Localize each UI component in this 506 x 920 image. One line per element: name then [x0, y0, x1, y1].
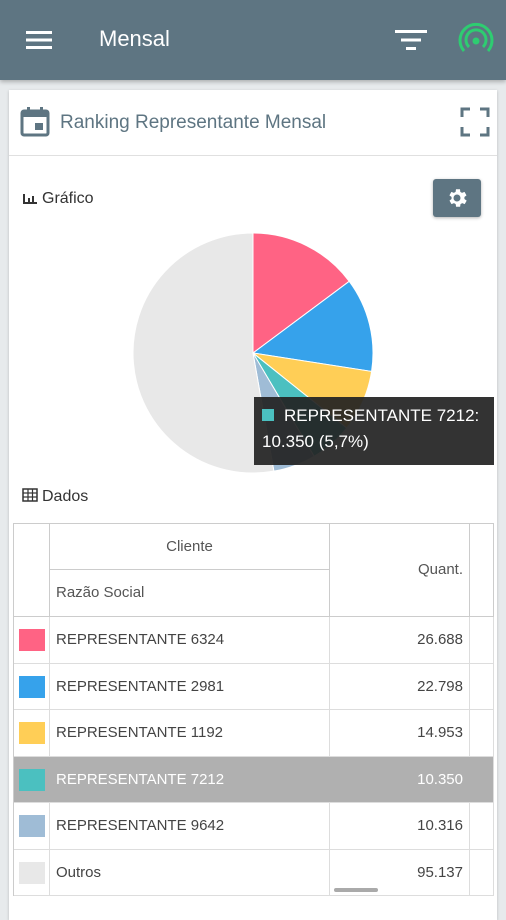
page-title: Mensal: [99, 26, 170, 51]
color-cell: [14, 756, 50, 802]
table-row[interactable]: REPRESENTANTE 2981 22.798: [14, 663, 494, 710]
row-end-cell: [470, 803, 494, 849]
table-row[interactable]: Outros 95.137: [14, 849, 494, 896]
row-value: 26.688: [330, 617, 470, 663]
gear-icon: [449, 189, 467, 207]
pie-slice-representante-2981[interactable]: [251, 280, 373, 373]
header-cliente[interactable]: Cliente: [50, 524, 330, 570]
color-cell: [14, 663, 50, 709]
row-end-cell: [470, 849, 494, 895]
chart-tooltip: REPRESENTANTE 7212: 10.350 (5,7%): [254, 397, 494, 465]
row-name: REPRESENTANTE 9642: [50, 803, 330, 849]
filter-icon[interactable]: [392, 24, 430, 56]
table-row[interactable]: REPRESENTANTE 1192 14.953: [14, 710, 494, 757]
pie-slice-outros[interactable]: [133, 233, 275, 473]
color-cell: [14, 803, 50, 849]
chart-settings-button[interactable]: [433, 179, 481, 217]
color-swatch: [19, 768, 45, 791]
row-end-cell: [470, 710, 494, 756]
scroll-indicator[interactable]: [334, 888, 378, 892]
row-name: REPRESENTANTE 7212: [50, 756, 330, 802]
row-value: 14.953: [330, 710, 470, 756]
row-name: REPRESENTANTE 6324: [50, 617, 330, 663]
pie-slice-representante-6324[interactable]: [252, 233, 350, 354]
header-color-cell: [14, 524, 50, 616]
row-value: 22.798: [330, 663, 470, 709]
color-cell: [14, 617, 50, 663]
signal-icon[interactable]: [456, 20, 496, 60]
row-name: REPRESENTANTE 2981: [50, 663, 330, 709]
table-body: REPRESENTANTE 6324 26.688 REPRESENTANTE 29…: [14, 617, 494, 896]
ranking-card: Ranking Representante Mensal Gráfico REP…: [9, 90, 497, 920]
table-header: Cliente Razão Social Quant.: [14, 524, 494, 617]
row-end-cell: [470, 663, 494, 709]
color-swatch: [19, 861, 45, 884]
table-row[interactable]: REPRESENTANTE 7212 10.350: [14, 756, 494, 803]
color-cell: [14, 710, 50, 756]
color-swatch: [19, 815, 45, 837]
row-end-cell: [470, 617, 494, 663]
data-table: Cliente Razão Social Quant. REPRESENTANT…: [13, 523, 494, 896]
color-swatch: [19, 629, 45, 651]
color-swatch: [19, 675, 45, 698]
card-title: Ranking Representante Mensal: [60, 112, 327, 133]
fullscreen-icon[interactable]: [459, 106, 491, 138]
row-value: 10.316: [330, 803, 470, 849]
chart-section-label: Gráfico: [22, 190, 94, 208]
row-name: REPRESENTANTE 1192: [50, 710, 330, 756]
row-value: 10.350: [330, 756, 470, 802]
color-swatch: [19, 722, 45, 744]
color-cell: [14, 849, 50, 895]
header-end-cell: [470, 524, 494, 616]
card-header: Ranking Representante Mensal: [9, 90, 497, 156]
header-quant[interactable]: Quant.: [330, 524, 470, 616]
table-row[interactable]: REPRESENTANTE 6324 26.688: [14, 617, 494, 664]
app-bar: Mensal: [0, 0, 506, 80]
data-section-label: Dados: [22, 488, 88, 506]
table-icon: [22, 488, 38, 502]
calendar-icon: [20, 107, 50, 137]
tooltip-swatch: [262, 409, 274, 421]
row-name: Outros: [50, 849, 330, 895]
bar-chart-icon: [23, 194, 37, 204]
table-row[interactable]: REPRESENTANTE 9642 10.316: [14, 803, 494, 850]
header-razao-social[interactable]: Razão Social: [50, 570, 330, 616]
row-end-cell: [470, 756, 494, 802]
menu-icon[interactable]: [22, 24, 56, 56]
row-value: 95.137: [330, 849, 470, 895]
